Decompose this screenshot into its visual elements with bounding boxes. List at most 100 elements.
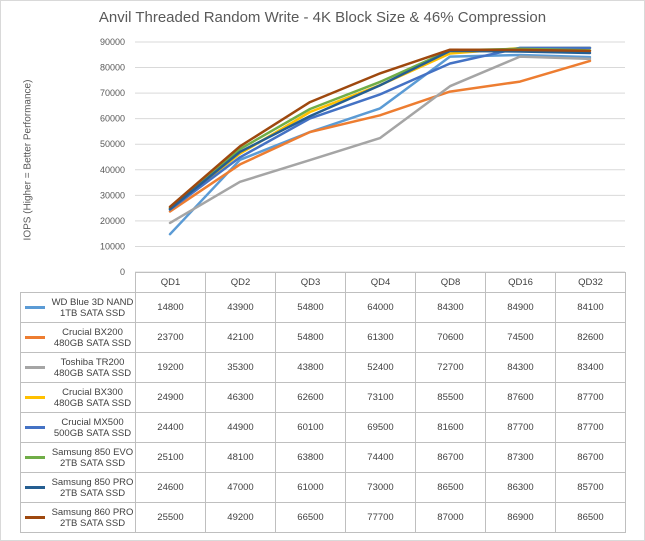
data-label: 23700 [135,322,206,353]
data-label: 46300 [205,382,276,413]
data-label: 86700 [415,442,486,473]
series-line-3 [168,46,592,210]
legend-key [25,306,45,309]
data-label: 86500 [415,472,486,503]
data-label: 77700 [345,502,416,533]
legend-label: Samsung 850 PRO 2TB SATA SSD [51,476,134,499]
table-row: Crucial BX300 480GB SATA SSD 24900 46300 62… [20,382,626,413]
legend-label: WD Blue 3D NAND 1TB SATA SSD [51,296,134,319]
legend-entry: Toshiba TR200 480GB SATA SSD [20,352,136,383]
data-label: 52400 [345,352,416,383]
data-label: 81600 [415,412,486,443]
x-tick-label: QD3 [275,272,346,293]
data-label: 49200 [205,502,276,533]
data-label: 69500 [345,412,416,443]
series-line-7 [168,48,592,209]
data-label: 43800 [275,352,346,383]
data-label: 47000 [205,472,276,503]
series-lines [168,46,592,236]
data-label: 25100 [135,442,206,473]
data-label: 73100 [345,382,416,413]
data-label: 85700 [555,472,626,503]
data-label: 25500 [135,502,206,533]
data-label: 54800 [275,292,346,323]
y-tick-label: 10000 [100,241,125,251]
table-row: Samsung 860 PRO 2TB SATA SSD 25500 49200 66… [20,502,626,533]
data-label: 87700 [555,382,626,413]
table-row: Toshiba TR200 480GB SATA SSD 19200 35300 43… [20,352,626,383]
data-label: 66500 [275,502,346,533]
data-label: 83400 [555,352,626,383]
data-label: 85500 [415,382,486,413]
legend-entry: Crucial BX200 480GB SATA SSD [20,322,136,353]
legend-label: Crucial MX500 500GB SATA SSD [53,416,132,439]
data-label: 84100 [555,292,626,323]
data-label: 43900 [205,292,276,323]
data-label: 62600 [275,382,346,413]
table-row: Crucial BX200 480GB SATA SSD 23700 42100 54… [20,322,626,353]
table-corner [20,272,136,293]
y-tick-label: 30000 [100,190,125,200]
data-label: 86300 [485,472,556,503]
series-line-0 [168,53,592,236]
data-label: 60100 [275,412,346,443]
data-label: 87700 [485,412,556,443]
series-line-6 [168,49,592,211]
legend-label: Samsung 860 PRO 2TB SATA SSD [51,506,134,529]
legend-key [25,456,45,459]
data-label: 87600 [485,382,556,413]
data-label: 72700 [415,352,486,383]
x-tick-label: QD2 [205,272,276,293]
y-tick-label: 50000 [100,139,125,149]
legend-label: Samsung 850 EVO 2TB SATA SSD [51,446,134,469]
data-label: 24900 [135,382,206,413]
data-label: 42100 [205,322,276,353]
y-tick-label: 20000 [100,216,125,226]
x-tick-label: QD8 [415,272,486,293]
legend-key [25,516,45,519]
legend-key [25,366,45,369]
data-label: 84900 [485,292,556,323]
gridlines [135,41,625,273]
legend-entry: Samsung 850 PRO 2TB SATA SSD [20,472,136,503]
y-tick-label: 0 [120,267,125,277]
series-line-1 [168,59,592,213]
legend-entry: Crucial BX300 480GB SATA SSD [20,382,136,413]
data-label: 63800 [275,442,346,473]
x-tick-label: QD16 [485,272,556,293]
data-label: 70600 [415,322,486,353]
data-table: QD1 QD2 QD3 QD4 QD8 QD16 QD32 WD Blue 3D NAND 1… [20,272,626,533]
legend-key [25,486,45,489]
legend-entry: Samsung 860 PRO 2TB SATA SSD [20,502,136,533]
data-label: 24600 [135,472,206,503]
data-label: 87000 [415,502,486,533]
data-label: 86700 [555,442,626,473]
data-label: 64000 [345,292,416,323]
data-label: 19200 [135,352,206,383]
legend-label: Toshiba TR200 480GB SATA SSD [53,356,132,379]
y-tick-label: 70000 [100,88,125,98]
data-label: 24400 [135,412,206,443]
x-tick-label: QD32 [555,272,626,293]
chart-title: Anvil Threaded Random Write - 4K Block S… [98,9,547,26]
data-label: 48100 [205,442,276,473]
data-label: 84300 [415,292,486,323]
y-tick-label: 90000 [100,37,125,47]
data-label: 87700 [555,412,626,443]
data-label: 61000 [275,472,346,503]
data-label: 61300 [345,322,416,353]
table-row: Samsung 850 PRO 2TB SATA SSD 24600 47000 61… [20,472,626,503]
data-label: 44900 [205,412,276,443]
legend-entry: Crucial MX500 500GB SATA SSD [20,412,136,443]
series-line-2 [168,55,592,225]
legend-key [25,336,45,339]
data-label: 86900 [485,502,556,533]
table-row: WD Blue 3D NAND 1TB SATA SSD 14800 43900 54… [20,292,626,323]
table-row: Samsung 850 EVO 2TB SATA SSD 25100 48100 63… [20,442,626,473]
x-tick-label: QD1 [135,272,206,293]
data-label: 35300 [205,352,276,383]
data-label: 74500 [485,322,556,353]
data-label: 74400 [345,442,416,473]
legend-entry: Samsung 850 EVO 2TB SATA SSD [20,442,136,473]
